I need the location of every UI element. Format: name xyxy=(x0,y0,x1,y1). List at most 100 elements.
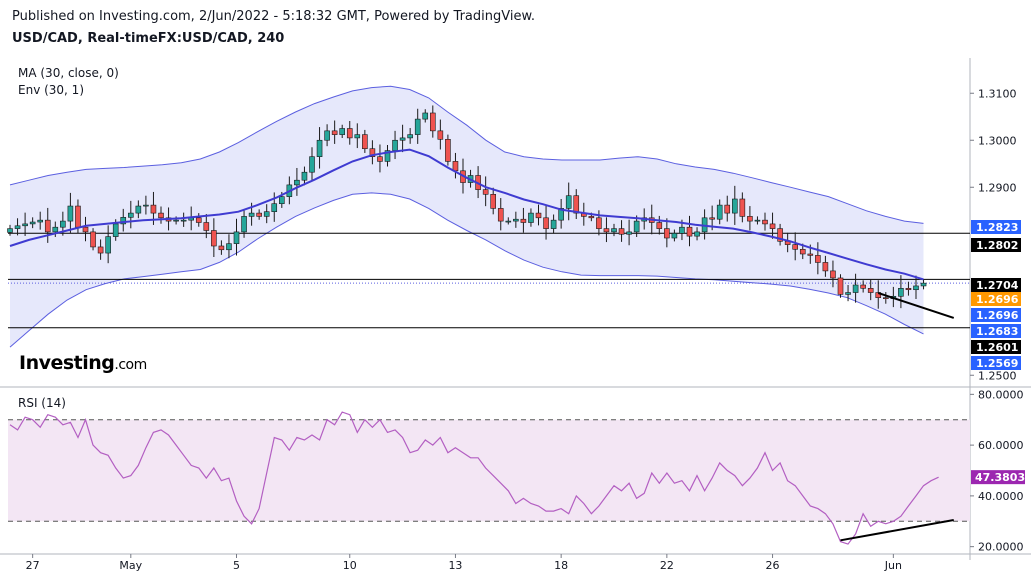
price-label-bg-3 xyxy=(971,292,1021,306)
env-indicator-label[interactable]: Env (30, 1) xyxy=(18,83,84,97)
candle-body-59 xyxy=(452,161,459,172)
x-tick-label-5: 18 xyxy=(554,559,568,572)
candle-body-22 xyxy=(173,219,179,222)
candle-body-13 xyxy=(105,236,111,254)
candle-body-26 xyxy=(203,222,210,231)
candle-body-14 xyxy=(112,223,119,237)
x-tick-label-4: 13 xyxy=(448,559,462,572)
candle-body-120 xyxy=(913,285,919,291)
candle-body-82 xyxy=(626,231,632,235)
candle-body-107 xyxy=(815,255,821,263)
candle-body-33 xyxy=(256,212,262,217)
candle-body-57 xyxy=(437,130,444,140)
candle-body-28 xyxy=(218,245,225,251)
candle-body-118 xyxy=(898,287,904,297)
logo-main: Investing xyxy=(19,352,115,374)
ma-indicator-label[interactable]: MA (30, close, 0) xyxy=(18,66,119,80)
candle-body-45 xyxy=(346,128,353,139)
x-tick-label-0: 27 xyxy=(26,559,40,572)
candle-body-121 xyxy=(920,282,927,287)
candle-body-18 xyxy=(143,204,149,207)
candle-body-53 xyxy=(407,134,413,139)
candle-body-93 xyxy=(709,217,715,220)
candle-body-7 xyxy=(60,220,66,228)
candle-body-109 xyxy=(830,270,836,279)
candle-body-30 xyxy=(233,231,240,244)
candle-body-115 xyxy=(875,292,882,298)
price-label-4: 1.2696 xyxy=(976,309,1019,322)
candle-body-79 xyxy=(603,228,610,233)
price-label-bg-6 xyxy=(971,340,1021,354)
candle-body-29 xyxy=(226,243,232,251)
candle-body-95 xyxy=(724,204,731,214)
candle-body-90 xyxy=(686,226,693,237)
logo-suffix: .com xyxy=(114,357,147,373)
candle-body-3 xyxy=(29,221,36,225)
price-label-bg-7 xyxy=(971,356,1021,370)
candle-body-27 xyxy=(211,230,217,247)
candle-body-110 xyxy=(837,277,844,295)
candle-body-20 xyxy=(158,212,164,219)
candle-body-56 xyxy=(429,112,436,132)
candle-body-91 xyxy=(694,231,700,237)
candle-body-77 xyxy=(588,216,595,219)
candle-body-105 xyxy=(799,248,806,255)
candle-body-64 xyxy=(490,194,497,209)
candle-body-101 xyxy=(769,223,776,229)
candle-body-102 xyxy=(777,228,783,242)
candle-body-34 xyxy=(263,211,270,217)
price-label-2: 1.2704 xyxy=(976,279,1019,292)
candle-body-78 xyxy=(596,217,602,229)
candle-body-5 xyxy=(44,219,51,233)
envelope-lower-line xyxy=(9,192,924,348)
price-label-5: 1.2683 xyxy=(976,325,1018,338)
candle-body-104 xyxy=(792,244,799,250)
candle-body-112 xyxy=(852,284,859,293)
candle-body-73 xyxy=(558,208,564,221)
candle-body-69 xyxy=(528,212,534,223)
candle-body-99 xyxy=(754,219,761,222)
price-tick-label-1: 1.3000 xyxy=(978,134,1017,147)
candle-body-70 xyxy=(535,212,542,219)
candle-body-52 xyxy=(399,137,406,141)
candle-body-97 xyxy=(739,198,746,217)
rsi-tick-label-0: 80.0000 xyxy=(978,388,1024,401)
rsi-current-bg xyxy=(971,470,1025,485)
candle-body-65 xyxy=(497,208,504,222)
candle-body-114 xyxy=(867,287,874,293)
price-label-bg-1 xyxy=(971,238,1021,252)
candle-body-6 xyxy=(52,226,59,233)
candle-body-35 xyxy=(271,203,278,212)
candle-body-83 xyxy=(633,220,640,233)
rsi-tick-label-1: 60.0000 xyxy=(978,439,1024,452)
x-tick-label-7: 26 xyxy=(766,559,780,572)
candle-body-81 xyxy=(618,228,625,235)
candle-body-51 xyxy=(392,139,398,151)
candle-body-67 xyxy=(513,218,519,222)
candle-body-96 xyxy=(731,198,738,214)
candle-body-49 xyxy=(377,156,383,162)
candle-body-113 xyxy=(860,284,866,289)
candle-body-68 xyxy=(520,218,527,223)
candle-body-54 xyxy=(414,118,421,135)
candle-body-116 xyxy=(882,297,889,300)
candle-body-12 xyxy=(97,246,104,254)
candle-body-10 xyxy=(82,226,89,233)
price-label-bg-0 xyxy=(971,220,1021,234)
candle-body-46 xyxy=(354,134,361,139)
candle-body-42 xyxy=(324,130,330,141)
candle-body-15 xyxy=(120,217,127,225)
price-tick-label-0: 1.3100 xyxy=(978,87,1017,100)
price-label-bg-2 xyxy=(971,278,1021,292)
price-label-bg-5 xyxy=(971,324,1021,338)
envelope-band xyxy=(10,86,924,348)
rsi-indicator-label[interactable]: RSI (14) xyxy=(18,396,66,410)
candle-body-75 xyxy=(573,195,580,214)
x-tick-label-8: Jun xyxy=(884,559,902,572)
x-tick-label-2: 5 xyxy=(233,559,240,572)
candle-body-87 xyxy=(664,228,670,239)
candle-body-41 xyxy=(316,139,323,158)
x-tick-label-6: 22 xyxy=(660,559,674,572)
candle-body-17 xyxy=(135,205,142,214)
candle-body-100 xyxy=(762,219,768,225)
